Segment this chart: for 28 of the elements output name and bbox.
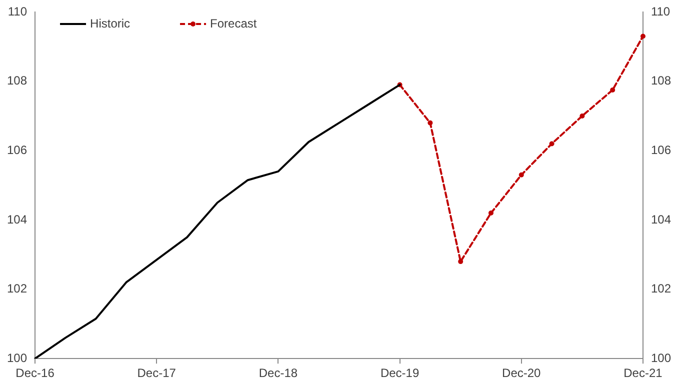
y2-tick-label: 102 [650,282,672,296]
y-tick-label: 104 [6,212,28,226]
y-tick-label: 106 [6,142,28,157]
point [518,172,524,178]
point [458,259,464,264]
y-tick-label: 108 [6,74,28,88]
y2-tick-label: 104 [650,212,672,226]
y2-tick-label: 100 [650,350,672,365]
y2-tick-label: 106 [650,142,672,157]
point [580,113,585,118]
y-tick-label: 102 [6,282,28,296]
y-tick-label: 100 [6,350,28,365]
point [428,120,433,126]
x-tick-label: Dec-19 [380,366,420,380]
x-tick-label: Dec-18 [258,366,298,380]
y2-tick-label: 108 [650,74,672,88]
legend-label: Historic [90,16,130,30]
point [640,34,646,39]
legend-label: Forecast [210,16,258,30]
x-tick-label: Dec-21 [624,366,663,380]
x-tick-label: Dec-17 [137,366,176,380]
point [610,87,616,92]
y-tick-label: 110 [8,4,28,18]
x-tick-label: Dec-20 [502,366,542,380]
y2-tick-label: 110 [650,4,670,18]
point [549,141,554,146]
point [488,210,494,216]
x-tick-label: Dec-16 [16,366,55,380]
